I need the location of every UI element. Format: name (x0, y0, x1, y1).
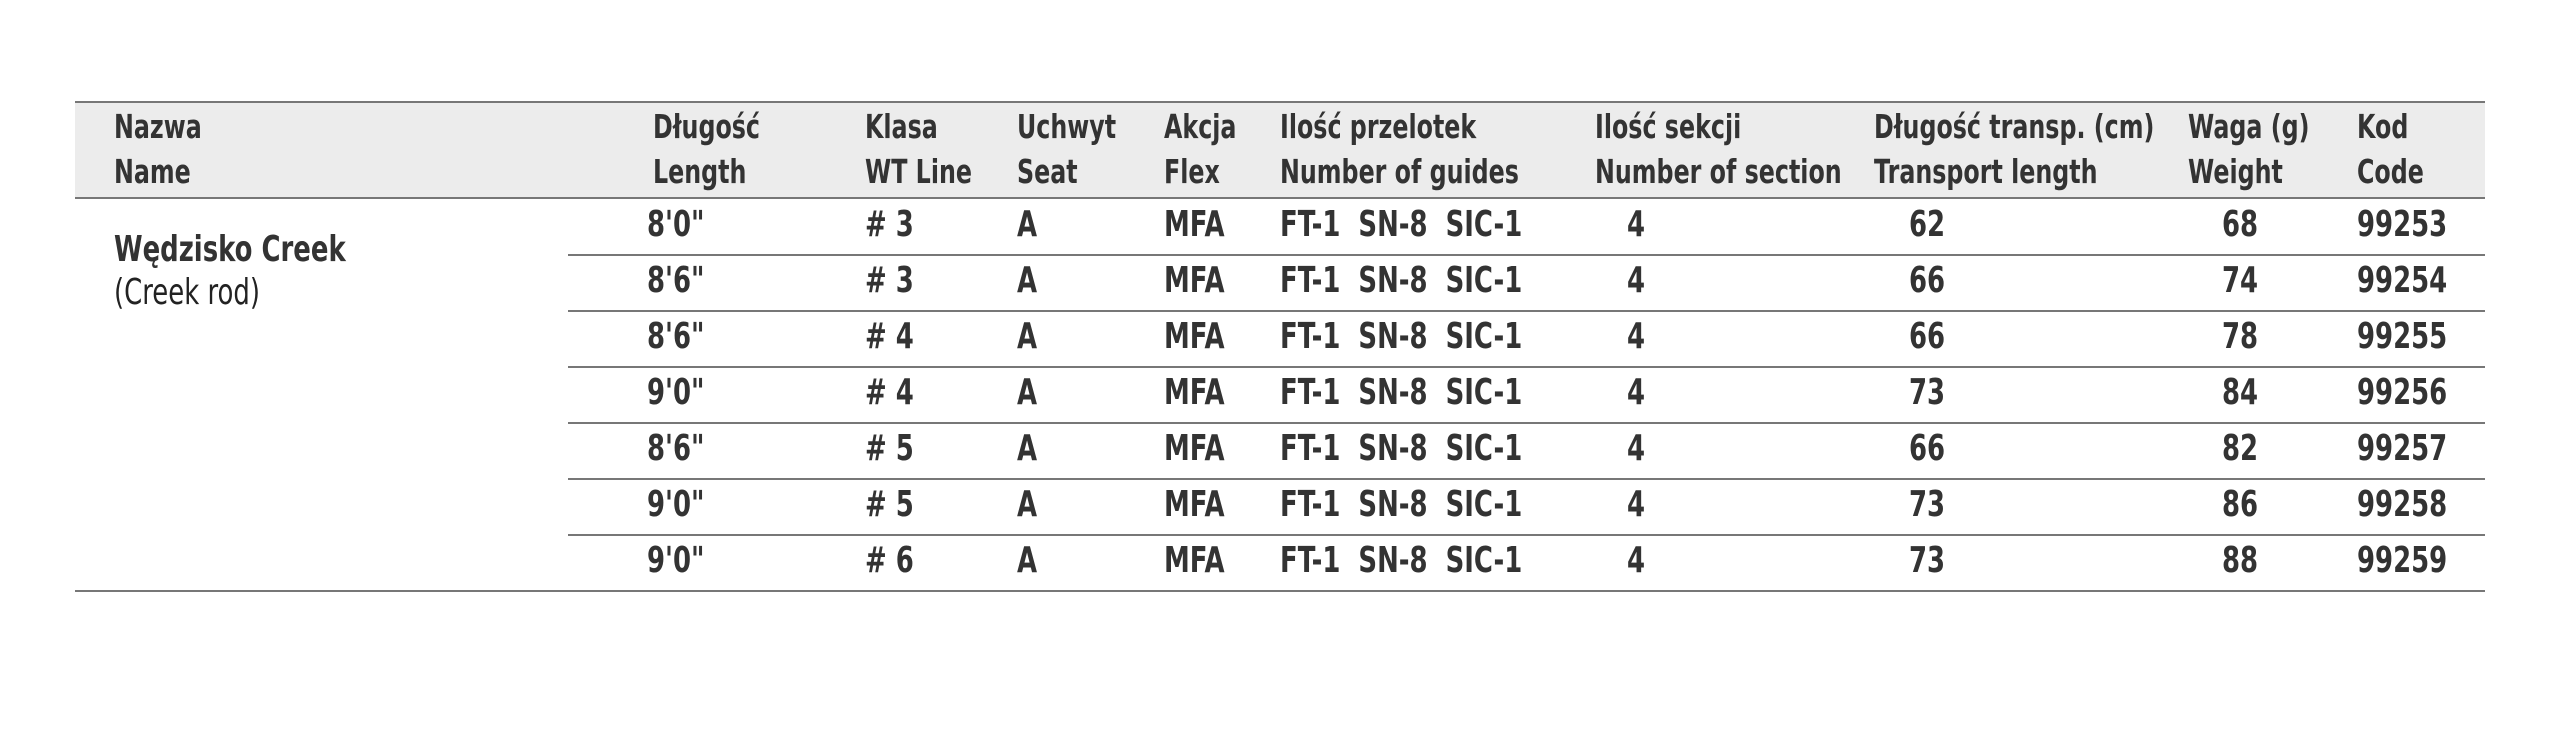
cell: 99253 (2357, 204, 2448, 245)
column-header: Code (2357, 152, 2424, 191)
cell: 73 (1908, 540, 1946, 581)
cell: 73 (1908, 372, 1946, 413)
cell: FT-1 SN-8 SIC-1 (1280, 484, 1523, 525)
cell: 99255 (2357, 316, 2448, 357)
cell: 8'6" (647, 428, 705, 469)
cell: 99259 (2357, 540, 2448, 581)
column-header: Number of section (1595, 152, 1842, 191)
row-divider (568, 310, 2485, 312)
cell: # 3 (865, 204, 914, 245)
cell: 62 (1908, 204, 1946, 245)
column-header: Ilość sekcji (1595, 107, 1742, 146)
cell: 78 (2221, 316, 2259, 357)
cell: A (1017, 540, 1038, 581)
cell: A (1017, 260, 1038, 301)
column-header: Waga (g) (2188, 107, 2310, 146)
group-name: Wędzisko Creek (114, 229, 346, 270)
cell: 99258 (2357, 484, 2448, 525)
cell: FT-1 SN-8 SIC-1 (1280, 316, 1523, 357)
cell: FT-1 SN-8 SIC-1 (1280, 372, 1523, 413)
cell: # 5 (865, 484, 914, 525)
cell: 99254 (2357, 260, 2448, 301)
column-header: Flex (1164, 152, 1220, 191)
cell: 66 (1908, 316, 1946, 357)
cell: FT-1 SN-8 SIC-1 (1280, 428, 1523, 469)
cell: 4 (1626, 484, 1646, 525)
column-header: Seat (1017, 152, 1078, 191)
cell: 4 (1626, 540, 1646, 581)
cell: MFA (1164, 316, 1225, 357)
cell: MFA (1164, 204, 1225, 245)
column-header: WT Line (865, 152, 973, 191)
cell: 99256 (2357, 372, 2448, 413)
column-header: Uchwyt (1017, 107, 1117, 146)
cell: # 3 (865, 260, 914, 301)
cell: 99257 (2357, 428, 2448, 469)
cell: MFA (1164, 428, 1225, 469)
cell: 68 (2221, 204, 2259, 245)
cell: 9'0" (647, 540, 705, 581)
column-header: Length (653, 152, 747, 191)
row-divider (568, 366, 2485, 368)
row-divider (568, 422, 2485, 424)
cell: 4 (1626, 260, 1646, 301)
column-header: Number of guides (1280, 152, 1519, 191)
cell: A (1017, 428, 1038, 469)
header-band (75, 101, 2485, 199)
column-header: Ilość przelotek (1280, 107, 1477, 146)
cell: 8'6" (647, 316, 705, 357)
row-divider (75, 590, 2485, 592)
row-divider (568, 534, 2485, 536)
cell: 4 (1626, 316, 1646, 357)
column-header: Długość transp. (cm) (1874, 107, 2155, 146)
cell: A (1017, 484, 1038, 525)
cell: 8'6" (647, 260, 705, 301)
cell: # 5 (865, 428, 914, 469)
group-subname: (Creek rod) (114, 272, 260, 313)
cell: 4 (1626, 372, 1646, 413)
cell: 4 (1626, 428, 1646, 469)
column-header: Długość (653, 107, 761, 146)
column-header: Kod (2357, 107, 2409, 146)
cell: A (1017, 204, 1038, 245)
cell: 88 (2221, 540, 2259, 581)
column-header: Akcja (1164, 107, 1237, 146)
column-header: Weight (2188, 152, 2283, 191)
cell: FT-1 SN-8 SIC-1 (1280, 260, 1523, 301)
row-divider (568, 478, 2485, 480)
cell: A (1017, 372, 1038, 413)
row-divider (568, 254, 2485, 256)
cell: 73 (1908, 484, 1946, 525)
column-header: Klasa (865, 107, 938, 146)
cell: 86 (2221, 484, 2259, 525)
cell: MFA (1164, 540, 1225, 581)
cell: # 4 (865, 372, 914, 413)
cell: 66 (1908, 428, 1946, 469)
cell: # 6 (865, 540, 914, 581)
cell: 66 (1908, 260, 1946, 301)
cell: FT-1 SN-8 SIC-1 (1280, 204, 1523, 245)
column-header: Nazwa (114, 107, 202, 146)
cell: A (1017, 316, 1038, 357)
cell: # 4 (865, 316, 914, 357)
cell: 4 (1626, 204, 1646, 245)
column-header: Name (114, 152, 191, 191)
cell: 82 (2221, 428, 2259, 469)
cell: MFA (1164, 260, 1225, 301)
cell: 84 (2221, 372, 2259, 413)
cell: 9'0" (647, 484, 705, 525)
cell: 8'0" (647, 204, 705, 245)
column-header: Transport length (1874, 152, 2098, 191)
cell: FT-1 SN-8 SIC-1 (1280, 540, 1523, 581)
cell: MFA (1164, 484, 1225, 525)
cell: 9'0" (647, 372, 705, 413)
cell: 74 (2221, 260, 2259, 301)
cell: MFA (1164, 372, 1225, 413)
